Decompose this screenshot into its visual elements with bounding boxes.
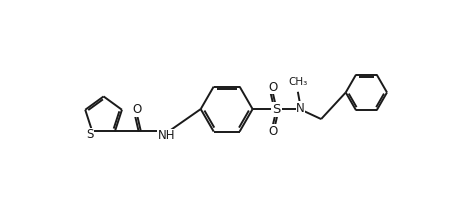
- Text: O: O: [267, 125, 276, 138]
- Text: O: O: [132, 103, 141, 116]
- Text: N: N: [295, 102, 304, 114]
- Text: CH₃: CH₃: [288, 77, 307, 87]
- Text: NH: NH: [158, 129, 175, 142]
- Text: S: S: [86, 128, 93, 141]
- Text: O: O: [267, 81, 276, 94]
- Text: S: S: [272, 103, 280, 116]
